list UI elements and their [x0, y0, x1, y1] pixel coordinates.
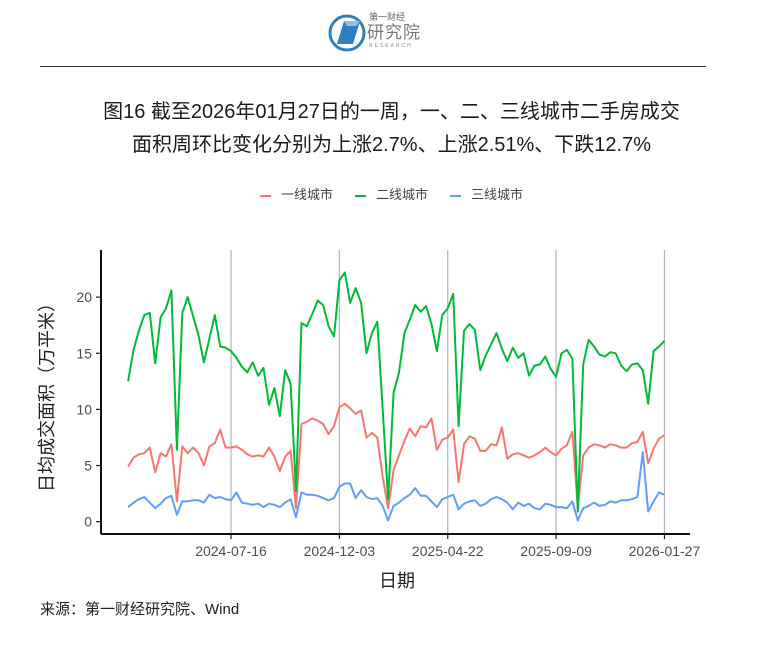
logo-text: 研究院	[367, 23, 421, 42]
legend: 一线城市 二线城市 三线城市	[0, 188, 783, 204]
y-tick-label: 20	[76, 289, 92, 305]
logo: 第一财经 研究院 RESEARCH	[327, 12, 427, 54]
legend-label: 三线城市	[471, 188, 524, 203]
legend-item: 二线城市	[354, 188, 428, 204]
logo-text: 第一财经	[369, 12, 406, 22]
legend-label: 二线城市	[375, 188, 428, 203]
legend-swatch	[450, 195, 461, 197]
series-line-1	[127, 402, 666, 510]
x-tick-label: 2025-09-09	[520, 543, 592, 559]
figure-title-line2: 面积周环比变化分别为上涨2.7%、上涨2.51%、下跌12.7%	[131, 134, 651, 156]
x-axis-title: 日期	[379, 571, 415, 592]
header-divider	[40, 66, 706, 67]
series-line-3	[127, 451, 665, 522]
x-tick-label: 2024-12-03	[304, 543, 376, 559]
legend-swatch	[259, 195, 271, 197]
logo-emblem-icon	[328, 14, 366, 52]
legend-item: 一线城市	[259, 188, 333, 204]
legend-swatch	[354, 195, 366, 197]
logo-text: RESEARCH	[369, 43, 413, 49]
source-note: 来源：第一财经研究院、Wind	[40, 601, 240, 618]
y-tick-label: 10	[76, 401, 92, 417]
legend-item: 三线城市	[450, 188, 523, 204]
x-tick-label: 2024-07-16	[195, 543, 267, 559]
y-tick-label: 5	[84, 458, 92, 474]
figure-title: 图16 截至2026年01月27日的一周，一、二、三线城市二手房成交	[103, 101, 680, 123]
y-tick-label: 0	[84, 514, 92, 530]
series-line-2	[127, 271, 666, 513]
x-tick-label: 2026-01-27	[629, 543, 701, 559]
y-axis-title: 日均成交面积（万平米）	[37, 294, 58, 492]
legend-label: 一线城市	[280, 188, 333, 203]
y-tick-label: 15	[76, 345, 92, 361]
x-tick-label: 2025-04-22	[412, 543, 484, 559]
